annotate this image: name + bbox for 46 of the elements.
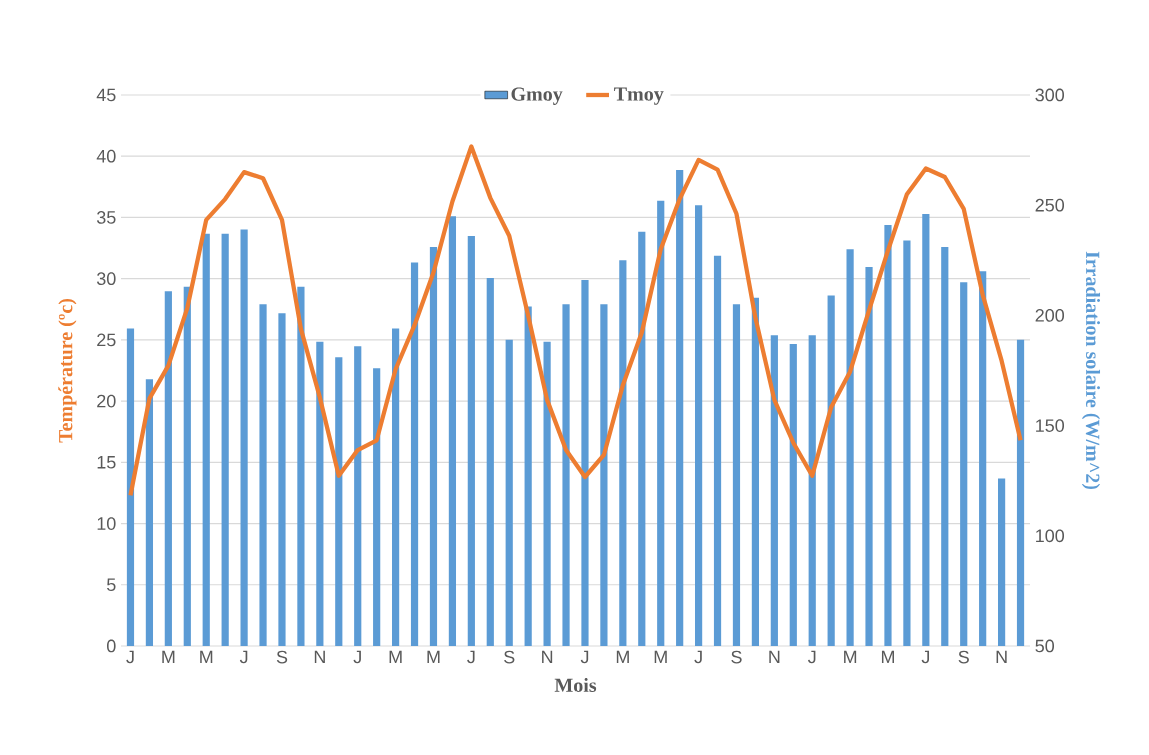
y2-tick-label: 200 bbox=[1035, 309, 1065, 322]
y-tick-label: 45 bbox=[96, 88, 116, 102]
line-series bbox=[128, 144, 1023, 498]
x-axis-title: Mois bbox=[554, 677, 597, 692]
x-tick-label: M bbox=[200, 650, 213, 664]
x-tick-label: J bbox=[353, 650, 361, 664]
y-tick-label: 25 bbox=[97, 333, 116, 347]
x-tick-label: J bbox=[239, 650, 248, 664]
x-tick-label: S bbox=[958, 650, 969, 664]
x-tick-label: J bbox=[921, 650, 930, 664]
x-tick-label: J bbox=[467, 650, 475, 664]
legend-label: Tmoy bbox=[614, 87, 664, 105]
x-tick-label: M bbox=[654, 650, 667, 664]
y-tick-label: 35 bbox=[96, 211, 116, 224]
y-tick-label: 15 bbox=[97, 456, 116, 469]
x-tick-label: J bbox=[580, 650, 589, 664]
y-tick-label: 10 bbox=[97, 517, 116, 530]
y-tick-label: 30 bbox=[96, 272, 116, 286]
y-tick-label: 5 bbox=[107, 578, 116, 592]
y2-tick-label: 50 bbox=[1035, 639, 1055, 653]
legend-label: Gmoy bbox=[511, 87, 563, 105]
y-tick-label: 40 bbox=[96, 149, 116, 163]
y2-tick-label: 150 bbox=[1036, 419, 1065, 432]
y2-tick-label: 100 bbox=[1036, 529, 1065, 543]
x-tick-label: J bbox=[807, 650, 816, 664]
y-axis-title: Température (ºc) bbox=[58, 298, 77, 443]
x-tick-label: M bbox=[162, 650, 175, 664]
x-tick-label: J bbox=[126, 650, 134, 664]
x-tick-label: N bbox=[542, 650, 553, 664]
x-tick-label: S bbox=[504, 650, 515, 664]
y2-axis-title: Irradiation solaire (W/m^2) bbox=[1081, 251, 1101, 490]
x-tick-label: N bbox=[996, 650, 1007, 664]
x-tick-label: M bbox=[616, 650, 629, 664]
y2-tick-label: 250 bbox=[1035, 198, 1065, 212]
x-tick-label: S bbox=[731, 650, 742, 664]
y-tick-label: 20 bbox=[97, 394, 116, 408]
y2-tick-label: 300 bbox=[1035, 88, 1065, 102]
y-tick-label: 0 bbox=[107, 639, 116, 653]
x-tick-label: M bbox=[881, 650, 894, 664]
x-tick-label: N bbox=[769, 650, 780, 664]
x-tick-label: J bbox=[694, 650, 702, 664]
x-tick-label: M bbox=[427, 650, 440, 664]
x-tick-label: M bbox=[389, 650, 402, 664]
x-tick-label: N bbox=[314, 650, 325, 664]
x-tick-label: M bbox=[844, 650, 857, 664]
x-tick-label: S bbox=[276, 650, 288, 664]
